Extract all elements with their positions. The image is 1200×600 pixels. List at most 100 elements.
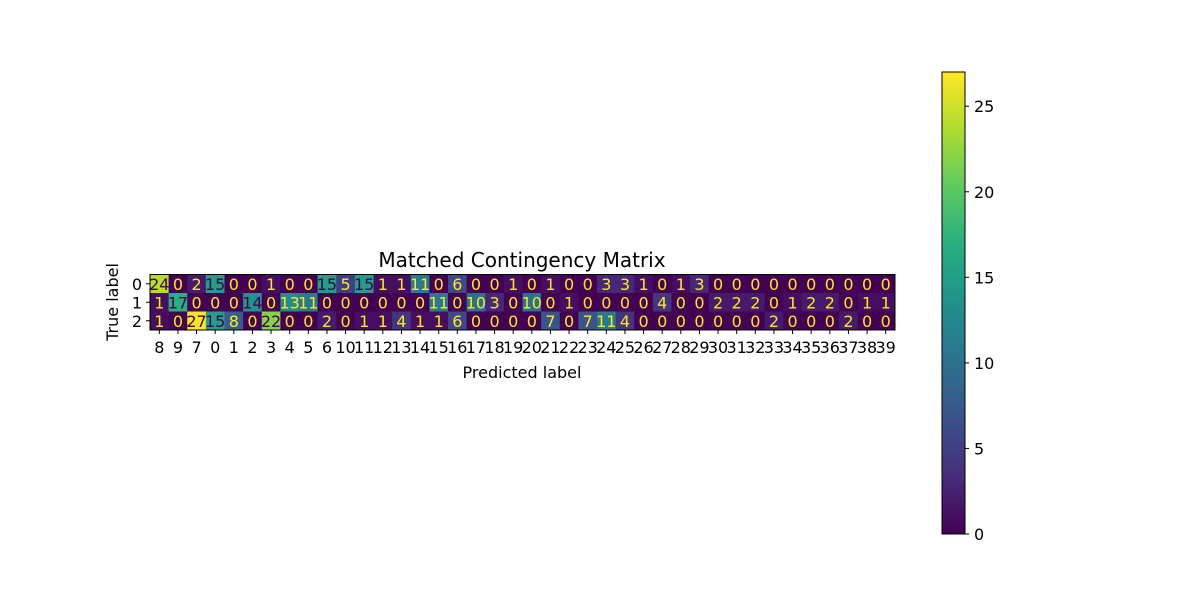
heatmap-cell <box>224 293 244 312</box>
cell-value-label: 0 <box>881 275 891 294</box>
x-tick-label: 8 <box>154 338 164 357</box>
heatmap-cell <box>801 293 821 312</box>
cell-value-label: 6 <box>452 275 462 294</box>
heatmap-cell <box>876 274 896 294</box>
heatmap-cell <box>690 293 710 312</box>
x-tick-label: 20 <box>522 338 542 357</box>
heatmap-cell <box>876 293 896 312</box>
heatmap-cell <box>205 293 225 312</box>
cell-value-label: 0 <box>843 275 853 294</box>
cell-value-label: 0 <box>601 293 611 312</box>
heatmap-cell <box>746 293 766 312</box>
colorbar-ticks: 0 5 10 15 20 25 <box>965 97 994 544</box>
cell-value-label: 1 <box>396 275 406 294</box>
heatmap-cell <box>485 311 505 331</box>
heatmap-cell <box>187 293 207 312</box>
cell-value-label: 1 <box>359 312 369 331</box>
heatmap-cell <box>541 311 561 331</box>
x-tick-label: 16 <box>447 338 467 357</box>
heatmap-cell <box>336 311 356 331</box>
y-axis-label: True label <box>103 263 122 342</box>
cell-value-label: 15 <box>205 312 225 331</box>
heatmap-cell <box>801 311 821 331</box>
heatmap-cells <box>150 274 896 331</box>
cell-value-label: 11 <box>429 293 449 312</box>
heatmap-cell <box>448 293 468 312</box>
cell-value-label: 2 <box>322 312 332 331</box>
heatmap-cell <box>522 274 542 294</box>
heatmap-cell <box>615 293 635 312</box>
cell-value-label: 0 <box>750 312 760 331</box>
cell-value-label: 0 <box>732 275 742 294</box>
cell-value-label: 0 <box>378 293 388 312</box>
cell-value-label: 0 <box>396 293 406 312</box>
heatmap-cell <box>652 311 672 331</box>
heatmap-cell <box>466 311 486 331</box>
x-tick-label: 11 <box>354 338 374 357</box>
heatmap-cell <box>354 293 374 312</box>
heatmap-cell <box>876 311 896 331</box>
cell-value-label: 1 <box>545 275 555 294</box>
heatmap-cell <box>168 311 188 331</box>
cell-value-label: 0 <box>825 275 835 294</box>
cell-value-label: 24 <box>149 275 169 294</box>
cell-value-label: 1 <box>787 293 797 312</box>
heatmap-cell <box>150 274 170 294</box>
cell-value-label: 27 <box>186 312 206 331</box>
heatmap-cell <box>187 274 207 294</box>
cell-value-label: 1 <box>415 312 425 331</box>
cell-value-label: 11 <box>410 275 430 294</box>
cell-value-label: 17 <box>168 293 188 312</box>
cell-value-label: 0 <box>583 293 593 312</box>
heatmap-cell <box>634 311 654 331</box>
heatmap-cell <box>764 293 784 312</box>
cell-value-label: 0 <box>229 293 239 312</box>
cell-value-label: 0 <box>750 275 760 294</box>
cell-value-label: 2 <box>825 293 835 312</box>
cell-value-label: 0 <box>434 275 444 294</box>
cell-value-label: 1 <box>378 275 388 294</box>
cell-value-label: 0 <box>657 312 667 331</box>
cell-value-label: 0 <box>508 293 518 312</box>
cell-value-label: 0 <box>285 275 295 294</box>
heatmap-cell <box>410 311 430 331</box>
cell-value-label: 4 <box>396 312 406 331</box>
heatmap-cell <box>615 274 635 294</box>
heatmap-cell <box>205 274 225 294</box>
cell-value-label: 2 <box>843 312 853 331</box>
heatmap-cell <box>448 274 468 294</box>
cell-value-label: 0 <box>303 312 313 331</box>
heatmap-cell <box>410 293 430 312</box>
cell-value-label: 0 <box>787 275 797 294</box>
heatmap-cell <box>243 293 263 312</box>
x-tick-label: 4 <box>285 338 295 357</box>
heatmap-cell <box>299 274 319 294</box>
heatmap-cell <box>727 293 747 312</box>
cell-value-label: 15 <box>354 275 374 294</box>
x-tick-label: 17 <box>466 338 486 357</box>
cell-value-label: 3 <box>694 275 704 294</box>
cell-value-label: 2 <box>713 293 723 312</box>
cell-value-label: 0 <box>657 275 667 294</box>
cell-value-label: 0 <box>489 312 499 331</box>
heatmap-cell <box>336 274 356 294</box>
cell-value-label: 0 <box>173 312 183 331</box>
heatmap-cell <box>503 311 523 331</box>
heatmap-cell <box>597 293 617 312</box>
x-tick-label: 7 <box>191 338 201 357</box>
heatmap-cell <box>280 293 300 312</box>
y-tick-label: 0 <box>132 275 142 294</box>
cell-value-label: 0 <box>732 312 742 331</box>
colorbar-tick-label: 20 <box>974 183 994 202</box>
cell-value-label: 7 <box>545 312 555 331</box>
heatmap-cell <box>727 311 747 331</box>
cell-value-label: 0 <box>545 293 555 312</box>
heatmap-cell <box>261 311 281 331</box>
cell-value-label: 0 <box>825 312 835 331</box>
x-tick-label: 34 <box>782 338 802 357</box>
heatmap-cell <box>522 293 542 312</box>
heatmap-cell <box>727 274 747 294</box>
heatmap-cell <box>392 293 412 312</box>
cell-value-label: 1 <box>676 275 686 294</box>
heatmap-cell <box>224 274 244 294</box>
